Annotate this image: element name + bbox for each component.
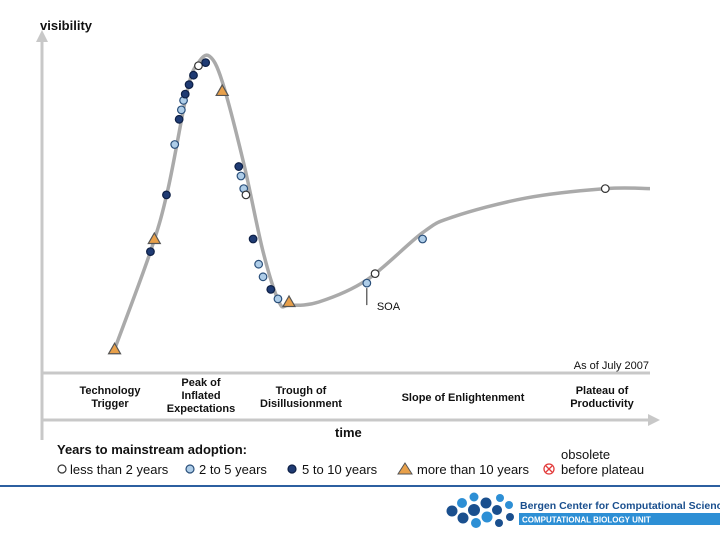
data-point-5to10-14 bbox=[234, 162, 244, 171]
logo-band bbox=[519, 513, 720, 525]
data-point-gt10-2 bbox=[147, 231, 162, 245]
legend-marker-obsolete bbox=[543, 463, 555, 475]
data-points bbox=[107, 58, 610, 355]
data-point-2to5-19 bbox=[254, 259, 264, 269]
phase-technology-trigger-line1: Technology bbox=[80, 385, 142, 397]
logo-dots-icon bbox=[446, 492, 514, 528]
phase-trough-line1: Trough of bbox=[276, 385, 327, 397]
data-point-2to5-6 bbox=[176, 105, 186, 115]
phase-peak-line1: Peak of bbox=[181, 377, 220, 389]
soa-label: SOA bbox=[377, 301, 401, 313]
data-point-lt2-27 bbox=[600, 184, 610, 194]
legend-marker-gt10 bbox=[397, 462, 413, 475]
legend-label-2to5: 2 to 5 years bbox=[199, 462, 267, 477]
phase-trough-line2: Disillusionment bbox=[260, 398, 342, 410]
phase-slope-line1: Slope of Enlightenment bbox=[402, 392, 525, 404]
bccs-logo: Bergen Center for Computational Science … bbox=[446, 492, 720, 528]
data-point-2to5-24 bbox=[362, 278, 372, 288]
phase-peak-line2: Inflated bbox=[181, 390, 220, 402]
y-axis-label: visibility bbox=[40, 18, 93, 33]
data-point-lt2-11 bbox=[194, 61, 203, 71]
data-point-2to5-15 bbox=[236, 171, 246, 181]
hype-curve bbox=[112, 53, 651, 350]
legend-marker-2to5 bbox=[185, 464, 195, 474]
data-point-lt2-17 bbox=[241, 190, 251, 200]
as-of-date: As of July 2007 bbox=[574, 360, 649, 372]
legend-label-5to10: 5 to 10 years bbox=[302, 462, 378, 477]
x-axis-label: time bbox=[335, 425, 362, 440]
phase-peak-line3: Expectations bbox=[167, 403, 235, 415]
data-point-5to10-10 bbox=[189, 70, 198, 80]
logo-line1: Bergen Center for Computational Science bbox=[520, 500, 720, 512]
x-axis-arrow bbox=[648, 414, 660, 426]
legend-label-obsolete-line1: obsolete bbox=[561, 447, 610, 462]
data-point-5to10-12 bbox=[201, 58, 211, 67]
phase-labels: Technology Trigger Peak of Inflated Expe… bbox=[80, 377, 635, 415]
legend-title: Years to mainstream adoption: bbox=[57, 442, 247, 457]
data-point-2to5-22 bbox=[273, 294, 283, 304]
phase-plateau-line1: Plateau of bbox=[576, 385, 629, 397]
data-point-gt10-23 bbox=[281, 294, 297, 308]
data-point-5to10-1 bbox=[146, 247, 155, 257]
data-point-lt2-25 bbox=[370, 269, 380, 279]
logo-line2: COMPUTATIONAL BIOLOGY UNIT bbox=[522, 516, 651, 525]
data-point-5to10-18 bbox=[248, 234, 258, 244]
data-point-5to10-3 bbox=[162, 190, 171, 200]
data-point-gt10-13 bbox=[215, 83, 230, 97]
data-point-2to5-4 bbox=[170, 140, 180, 149]
data-point-5to10-5 bbox=[174, 114, 184, 124]
data-point-2to5-26 bbox=[418, 234, 427, 244]
legend: Years to mainstream adoption: less than … bbox=[57, 442, 644, 477]
legend-label-obsolete-line2: before plateau bbox=[561, 462, 644, 477]
legend-label-gt10: more than 10 years bbox=[417, 462, 530, 477]
data-point-5to10-9 bbox=[184, 80, 194, 90]
y-axis-arrow bbox=[36, 30, 48, 42]
legend-marker-lt2 bbox=[57, 464, 67, 474]
phase-plateau-line2: Productivity bbox=[570, 398, 634, 410]
legend-marker-5to10 bbox=[287, 464, 297, 474]
phase-technology-trigger-line2: Trigger bbox=[91, 398, 129, 410]
data-point-5to10-8 bbox=[180, 89, 190, 99]
data-point-2to5-20 bbox=[258, 272, 268, 282]
data-point-5to10-21 bbox=[266, 285, 276, 294]
legend-label-lt2: less than 2 years bbox=[70, 462, 169, 477]
data-point-gt10-0 bbox=[107, 342, 122, 355]
